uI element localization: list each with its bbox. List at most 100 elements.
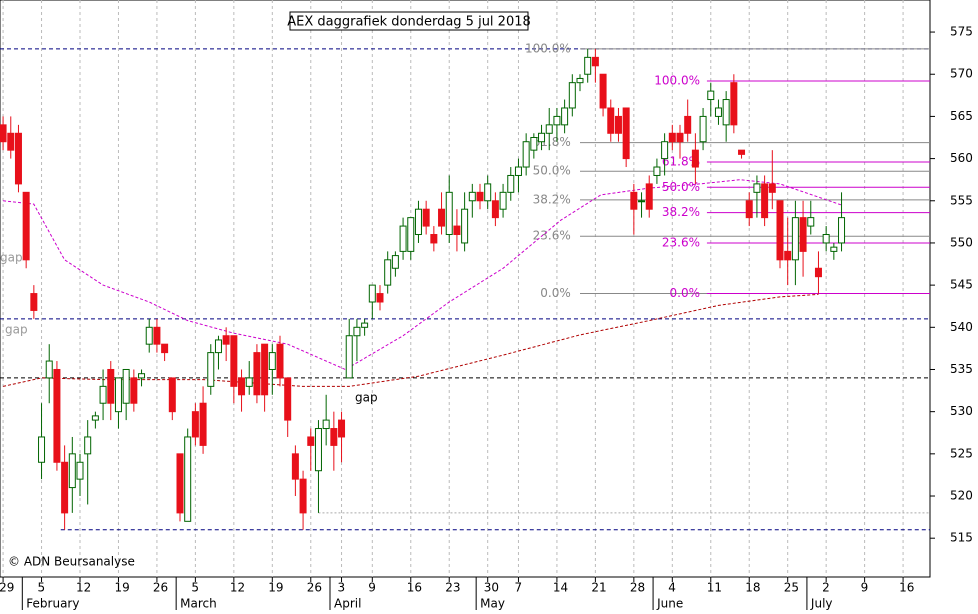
candle-body (645, 183, 653, 210)
x-tick-label: 4 (668, 581, 676, 595)
candle-body (522, 141, 530, 168)
moving-average (3, 179, 842, 371)
annotation: gap (5, 323, 28, 337)
candle-body (430, 234, 438, 244)
fib-label: 50.0% (662, 180, 700, 194)
candle-body (322, 419, 330, 430)
candle-body (745, 200, 753, 219)
candle-body (684, 115, 692, 134)
month-label: April (334, 597, 361, 611)
candle-body (830, 246, 838, 252)
candle-body (14, 132, 22, 185)
candle-body (568, 82, 576, 109)
candle-body (45, 360, 53, 379)
annotation: gap (0, 251, 23, 265)
candle-body (545, 124, 553, 134)
x-tick-label: 14 (553, 581, 568, 595)
candle-body (622, 107, 630, 160)
candle-body (61, 461, 69, 514)
candle-body (7, 132, 15, 151)
month-label: July (810, 597, 833, 611)
y-tick-label: 555 (950, 193, 973, 207)
candle-body (668, 132, 676, 143)
fib-label: 38.2% (533, 192, 571, 206)
candle-body (138, 373, 146, 379)
fib-label: 0.0% (540, 286, 571, 300)
x-tick-label: 3 (338, 581, 346, 595)
fib-label: 100.0% (525, 41, 571, 55)
candle-body (491, 200, 499, 219)
x-tick-label: 5 (38, 581, 46, 595)
candle-body (268, 352, 276, 370)
y-tick-label: 530 (950, 404, 973, 418)
month-label: May (480, 597, 505, 611)
candle-body (422, 208, 430, 227)
candle-body (738, 149, 746, 155)
candle-body (838, 217, 846, 244)
candle-body (222, 335, 230, 345)
fib-label: 23.6% (533, 229, 571, 243)
y-tick-label: 520 (950, 489, 973, 503)
candle-body (168, 377, 176, 413)
candle-body (384, 259, 392, 286)
candle-body (107, 368, 115, 404)
candle-body (22, 191, 30, 261)
x-tick-label: 26 (153, 581, 168, 595)
candle-body (630, 191, 638, 210)
candle-body (730, 82, 738, 126)
x-tick-label: 19 (114, 581, 129, 595)
candle-body (276, 343, 284, 379)
candle-body (714, 107, 722, 117)
candle-body (291, 453, 299, 480)
annotation: gap (355, 391, 378, 405)
candle-body (368, 284, 376, 303)
candle-body (399, 225, 407, 252)
candle-body (676, 132, 684, 143)
candle-body (707, 90, 715, 101)
x-tick-label: 29 (0, 581, 14, 595)
x-tick-label: 25 (784, 581, 799, 595)
candle-body (807, 217, 815, 227)
candle-body (284, 377, 292, 421)
fib-label: 61.8% (662, 154, 700, 168)
candle-body (638, 200, 646, 203)
candle-body (199, 402, 207, 446)
candle-body (338, 419, 346, 438)
candle-body (553, 115, 561, 126)
candle-body (161, 343, 169, 354)
candle-body (776, 200, 784, 261)
candle-body (307, 436, 315, 446)
candle-body (130, 377, 138, 404)
x-tick-label: 19 (268, 581, 283, 595)
month-label: February (26, 597, 79, 611)
x-tick-label: 11 (707, 581, 722, 595)
candle-body (53, 368, 61, 463)
plot-frame (0, 0, 931, 578)
x-tick-label: 30 (484, 581, 499, 595)
candle-body (514, 166, 522, 176)
title-box (289, 11, 529, 31)
candle-body (438, 208, 446, 227)
y-tick-label: 535 (950, 362, 973, 376)
x-tick-label: 16 (407, 581, 422, 595)
candle-body (476, 191, 484, 202)
candle-body (445, 191, 453, 236)
candle-body (361, 322, 369, 328)
candle-body (122, 368, 130, 404)
credit: © ADN Beursanalyse (8, 555, 135, 569)
x-tick-label: 26 (307, 581, 322, 595)
candle-body (722, 99, 730, 126)
candle-body (376, 293, 384, 303)
candle-body (30, 293, 38, 311)
candle-body (330, 428, 338, 446)
month-label: March (180, 597, 217, 611)
candle-body (38, 436, 46, 463)
candle-body (214, 339, 222, 354)
candle-body (414, 208, 422, 236)
y-tick-label: 550 (950, 235, 973, 249)
candle-body (784, 250, 792, 261)
x-tick-label: 9 (368, 581, 376, 595)
x-tick-label: 12 (230, 581, 245, 595)
candle-body (238, 377, 246, 396)
